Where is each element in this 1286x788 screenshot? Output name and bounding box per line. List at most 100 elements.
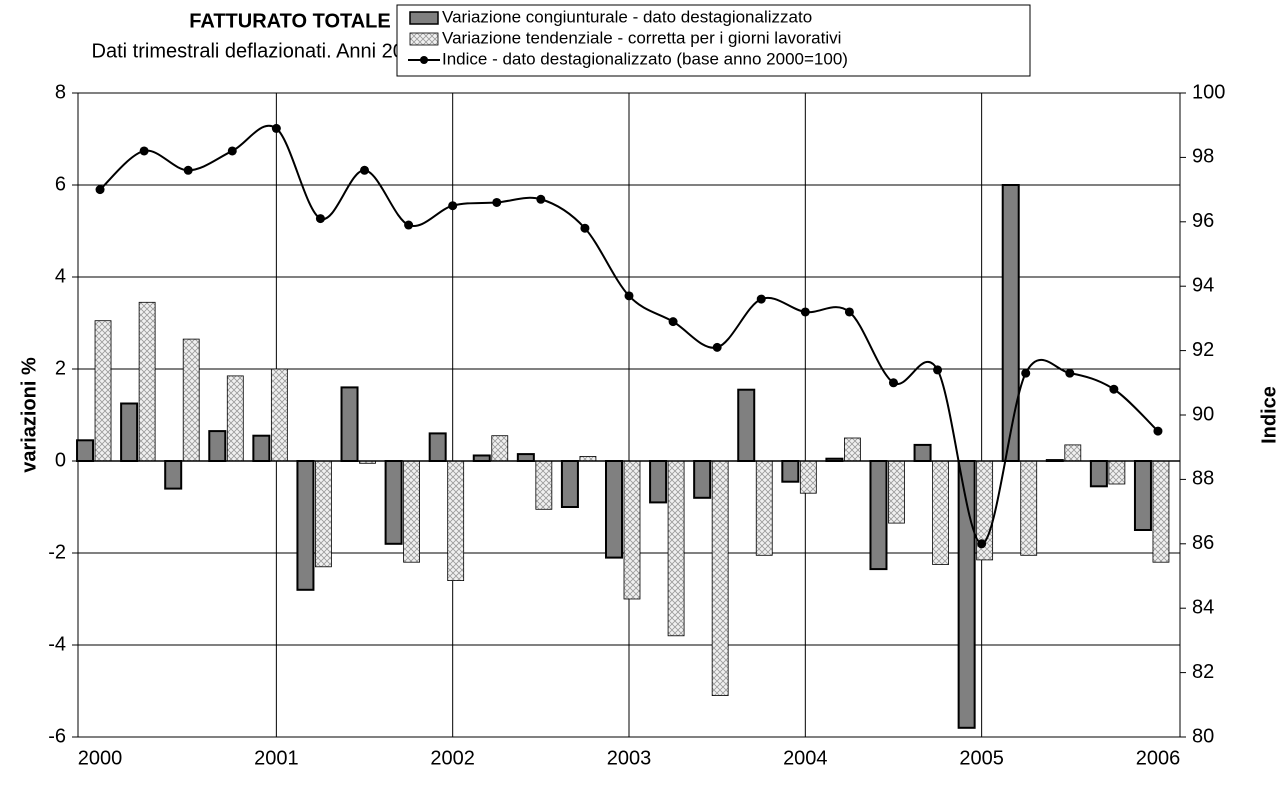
bar bbox=[340, 386, 359, 462]
bar bbox=[1001, 184, 1020, 462]
y-tick-label: 8 bbox=[55, 81, 66, 103]
bar bbox=[1152, 460, 1170, 563]
y2-tick-label: 90 bbox=[1192, 403, 1214, 425]
bar bbox=[270, 368, 288, 462]
y-tick-label: -2 bbox=[48, 541, 66, 563]
y-tick-label: 0 bbox=[55, 449, 66, 471]
bar bbox=[182, 338, 200, 462]
index-marker bbox=[492, 197, 502, 207]
index-marker bbox=[1153, 426, 1163, 436]
index-marker bbox=[888, 378, 898, 388]
index-marker bbox=[404, 220, 414, 230]
legend-label: Indice - dato destagionalizzato (base an… bbox=[442, 49, 848, 68]
index-line bbox=[99, 124, 1159, 545]
index-marker bbox=[668, 317, 678, 327]
bar bbox=[226, 375, 244, 462]
legend-swatch bbox=[409, 11, 439, 25]
y2-tick-label: 80 bbox=[1192, 725, 1214, 747]
bar bbox=[869, 460, 888, 571]
y-tick-label: 6 bbox=[55, 173, 66, 195]
y-tick-label: 4 bbox=[55, 265, 66, 287]
bar bbox=[755, 460, 773, 556]
bar bbox=[491, 435, 509, 462]
y2-axis-label: Indice bbox=[1258, 386, 1280, 444]
bar bbox=[1133, 460, 1152, 531]
index-marker bbox=[800, 307, 810, 317]
index-marker bbox=[712, 342, 722, 352]
y-axis-label: variazioni % bbox=[18, 357, 40, 473]
legend-swatch bbox=[409, 32, 439, 46]
bar bbox=[667, 460, 685, 637]
bar bbox=[384, 460, 403, 545]
bar bbox=[913, 443, 932, 462]
bar bbox=[693, 460, 712, 499]
bar bbox=[1064, 444, 1082, 462]
y2-tick-label: 86 bbox=[1192, 532, 1214, 554]
y2-tick-label: 84 bbox=[1192, 596, 1214, 618]
index-marker bbox=[756, 294, 766, 304]
index-marker bbox=[1065, 368, 1075, 378]
chart-title: FATTURATO TOTALE bbox=[189, 10, 390, 32]
y-tick-label: -6 bbox=[48, 725, 66, 747]
index-marker bbox=[1021, 368, 1031, 378]
legend-label: Variazione tendenziale - corretta per i … bbox=[442, 28, 841, 47]
x-tick-label: 2006 bbox=[1136, 747, 1181, 769]
index-marker bbox=[580, 223, 590, 233]
chart-subtitle: Dati trimestrali deflazionati. Anni 2000… bbox=[92, 40, 489, 62]
x-tick-label: 2004 bbox=[783, 747, 828, 769]
index-marker bbox=[844, 307, 854, 317]
y-tick-label: -4 bbox=[48, 633, 66, 655]
bar bbox=[138, 301, 156, 462]
y2-tick-label: 94 bbox=[1192, 274, 1214, 296]
bar bbox=[737, 388, 756, 463]
bar bbox=[1089, 460, 1108, 488]
index-marker bbox=[95, 185, 105, 195]
index-marker bbox=[271, 123, 281, 133]
bar bbox=[932, 460, 949, 565]
bar bbox=[799, 460, 817, 494]
bar bbox=[1108, 460, 1126, 485]
y2-tick-label: 92 bbox=[1192, 339, 1214, 361]
bar bbox=[623, 460, 641, 600]
bar bbox=[403, 460, 421, 563]
bar bbox=[781, 460, 800, 483]
index-marker bbox=[624, 291, 634, 301]
bar bbox=[208, 430, 227, 463]
bar bbox=[428, 432, 447, 462]
index-marker bbox=[360, 165, 370, 175]
bar bbox=[252, 434, 271, 463]
bar bbox=[76, 439, 95, 462]
bar bbox=[649, 460, 668, 504]
x-tick-label: 2005 bbox=[959, 747, 1004, 769]
bar bbox=[94, 320, 112, 462]
x-tick-label: 2000 bbox=[78, 747, 123, 769]
index-marker bbox=[183, 165, 193, 175]
y2-tick-label: 96 bbox=[1192, 210, 1214, 232]
bar bbox=[164, 460, 183, 490]
index-marker bbox=[448, 201, 458, 211]
bar bbox=[296, 460, 315, 591]
x-tick-label: 2003 bbox=[607, 747, 652, 769]
y-tick-label: 2 bbox=[55, 357, 66, 379]
x-tick-label: 2001 bbox=[254, 747, 299, 769]
index-marker bbox=[1109, 384, 1119, 394]
bar bbox=[516, 453, 535, 463]
bar bbox=[560, 460, 579, 508]
bar bbox=[1020, 460, 1038, 556]
index-marker bbox=[315, 214, 325, 224]
plot-area bbox=[77, 92, 1181, 738]
y2-tick-label: 88 bbox=[1192, 468, 1214, 490]
index-marker bbox=[139, 146, 149, 156]
y2-tick-label: 98 bbox=[1192, 146, 1214, 168]
bar bbox=[120, 402, 139, 462]
bar bbox=[888, 460, 905, 524]
index-marker bbox=[977, 539, 987, 549]
index-marker bbox=[227, 146, 237, 156]
index-marker bbox=[536, 194, 546, 204]
y2-tick-label: 82 bbox=[1192, 661, 1214, 683]
y2-tick-label: 100 bbox=[1192, 81, 1225, 103]
bar bbox=[605, 460, 623, 559]
legend-label: Variazione congiunturale - dato destagio… bbox=[442, 7, 812, 26]
bar bbox=[472, 454, 491, 463]
